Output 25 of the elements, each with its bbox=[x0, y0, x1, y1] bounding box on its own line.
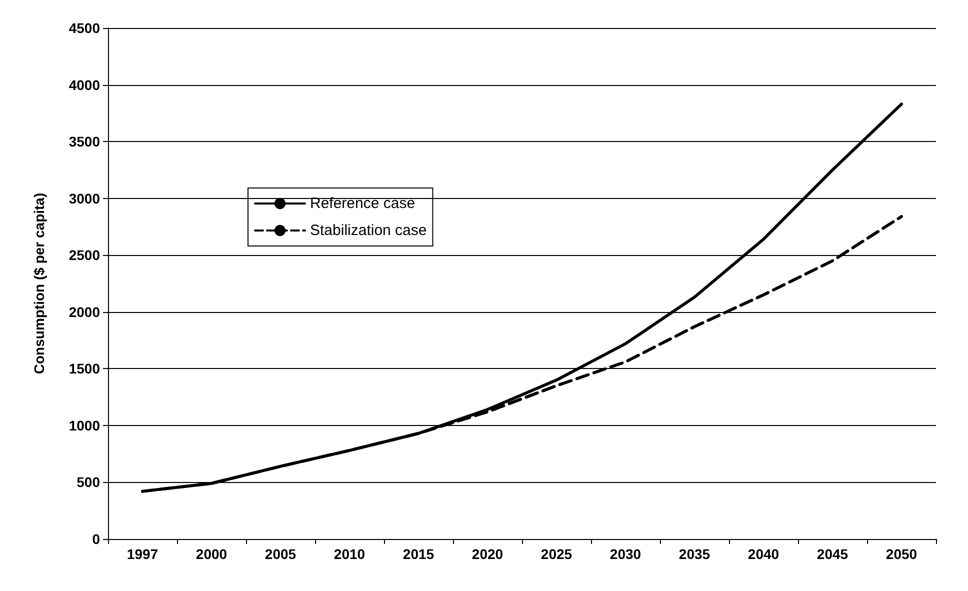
y-tick-label: 2000 bbox=[68, 304, 100, 320]
y-tick-label: 500 bbox=[76, 474, 100, 490]
x-tick-label: 2010 bbox=[334, 546, 366, 562]
y-tick-label: 2500 bbox=[68, 247, 100, 264]
x-tick-label: 1997 bbox=[126, 546, 158, 562]
x-tick-label: 2005 bbox=[264, 546, 296, 562]
x-tick-label: 2000 bbox=[196, 546, 228, 562]
x-tick-label: 2025 bbox=[540, 546, 572, 562]
y-tick-label: 3500 bbox=[68, 134, 100, 150]
y-tick-label: 3000 bbox=[68, 190, 100, 206]
legend-label: Stabilization case bbox=[310, 222, 427, 239]
y-tick-label: 1000 bbox=[68, 417, 100, 434]
x-tick-label: 2050 bbox=[886, 546, 918, 562]
x-tick-label: 2045 bbox=[816, 546, 848, 562]
x-tick-label: 2030 bbox=[610, 546, 642, 562]
x-tick-label: 2040 bbox=[748, 546, 780, 562]
y-tick-label: 1500 bbox=[68, 360, 100, 377]
x-tick-label: 2020 bbox=[472, 546, 504, 562]
y-tick-label: 4000 bbox=[68, 76, 100, 93]
x-tick-label: 2015 bbox=[402, 546, 434, 562]
y-axis-title: Consumption ($ per capita) bbox=[31, 192, 47, 374]
y-tick-label: 4500 bbox=[68, 20, 100, 36]
legend-label: Reference case bbox=[310, 195, 416, 212]
x-tick-label: 2035 bbox=[678, 546, 710, 562]
y-tick-label: 0 bbox=[92, 531, 100, 547]
